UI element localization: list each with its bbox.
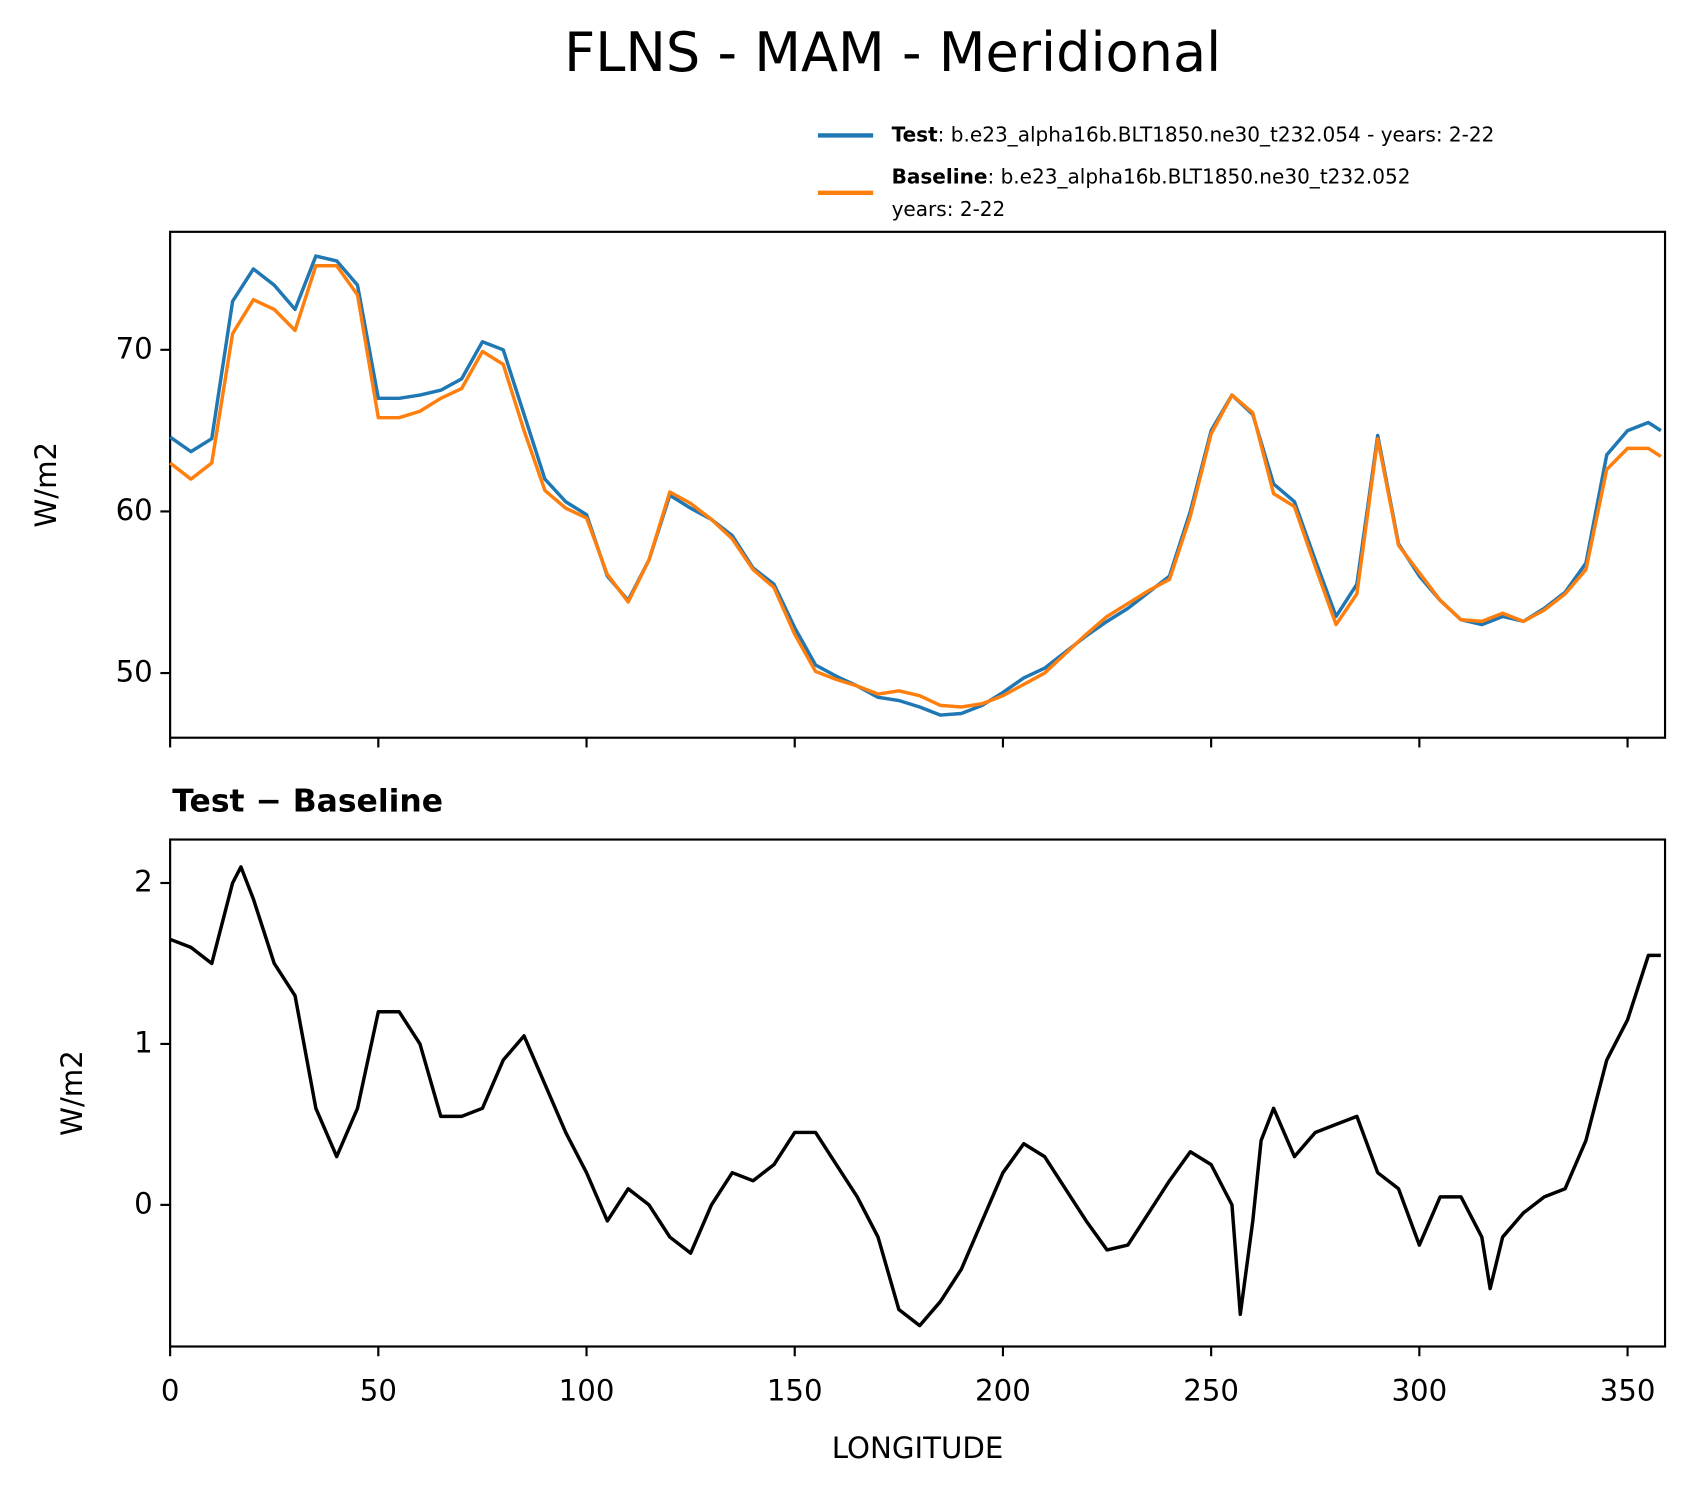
figure-title: FLNS - MAM - Meridional xyxy=(564,21,1221,84)
y-tick-label: 1 xyxy=(134,1025,153,1059)
panel-title: Test − Baseline xyxy=(172,784,443,820)
legend-text: Test: b.e23_alpha16b.BLT1850.ne30_t232.0… xyxy=(892,122,1495,146)
y-axis-label: W/m2 xyxy=(55,1050,89,1136)
x-tick-label: 350 xyxy=(1600,1374,1656,1408)
data-line xyxy=(169,254,1662,717)
x-axis-label: LONGITUDE xyxy=(832,1431,1004,1465)
x-tick-label: 100 xyxy=(559,1374,615,1408)
y-tick-label: 60 xyxy=(116,493,153,527)
x-tick-label: 250 xyxy=(1183,1374,1239,1408)
legend-description: : b.e23_alpha16b.BLT1850.ne30_t232.054 -… xyxy=(938,122,1495,146)
legend-description: years: 2-22 xyxy=(892,197,1006,221)
legend-name: Baseline xyxy=(892,164,988,188)
legend-name: Test xyxy=(892,122,939,146)
x-tick-label: 0 xyxy=(161,1374,180,1408)
y-tick-label: 70 xyxy=(116,331,153,365)
x-tick-label: 50 xyxy=(360,1374,397,1408)
plot-area xyxy=(169,230,1667,739)
y-tick-label: 2 xyxy=(134,864,153,898)
x-tick-label: 200 xyxy=(975,1374,1031,1408)
data-line xyxy=(169,264,1662,709)
y-tick-label: 50 xyxy=(116,655,153,689)
legend-description: : b.e23_alpha16b.BLT1850.ne30_t232.052 xyxy=(987,164,1410,188)
plot-area xyxy=(169,838,1667,1348)
legend-text: years: 2-22 xyxy=(892,197,1006,221)
y-axis-label: W/m2 xyxy=(29,442,63,528)
data-line xyxy=(169,865,1661,1328)
legend-text: Baseline: b.e23_alpha16b.BLT1850.ne30_t2… xyxy=(892,164,1411,188)
x-tick-label: 150 xyxy=(767,1374,823,1408)
y-tick-label: 0 xyxy=(134,1186,153,1220)
x-tick-label: 300 xyxy=(1391,1374,1447,1408)
